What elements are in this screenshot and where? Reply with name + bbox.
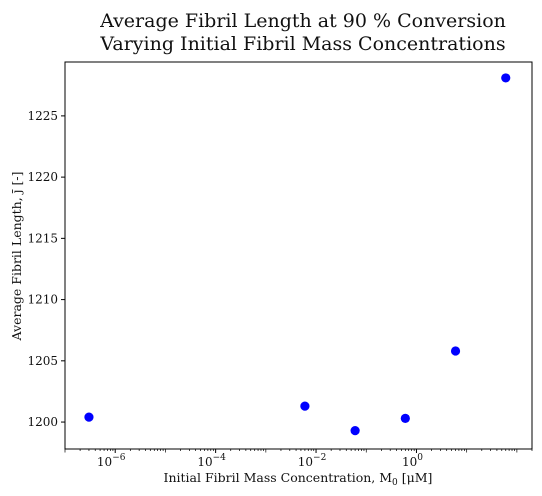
y-tick-label: 1200 [27,415,58,429]
x-axis-label-text: Initial Fibril Mass Concentration, M [164,470,393,485]
data-point [450,346,461,356]
axis-ticks: 1200 1205 1210 1215 1220 1225 10−6 10−4 10−2 100 [27,109,533,469]
y-tick-label: 1215 [27,231,58,245]
x-tick-label: 100 [402,453,423,469]
data-point [350,426,360,436]
x-axis-label: Initial Fibril Mass Concentration, M0 [μ… [164,470,433,488]
y-tick-label: 1220 [27,170,58,184]
x-tick-label: 10−2 [298,453,327,469]
plot-frame [64,61,533,450]
y-axis-label: Average Fibril Length, j̄ [-] [9,172,24,342]
data-point [84,412,94,422]
data-point [501,73,511,83]
y-tick-label: 1210 [27,293,58,307]
chart-title-line-2: Varying Initial Fibril Mass Concentratio… [99,33,505,55]
x-axis-label-subscript: 0 [392,478,398,488]
x-axis-label-unit: [μM] [398,470,433,485]
y-tick-label: 1205 [27,354,58,368]
x-tick-label: 10−6 [97,453,126,469]
data-points [84,73,511,436]
data-point [300,401,310,411]
x-tick-label: 10−4 [197,453,226,469]
data-point [400,413,410,423]
chart-title-line-1: Average Fibril Length at 90 % Conversion [99,10,506,32]
y-tick-label: 1225 [27,109,58,123]
